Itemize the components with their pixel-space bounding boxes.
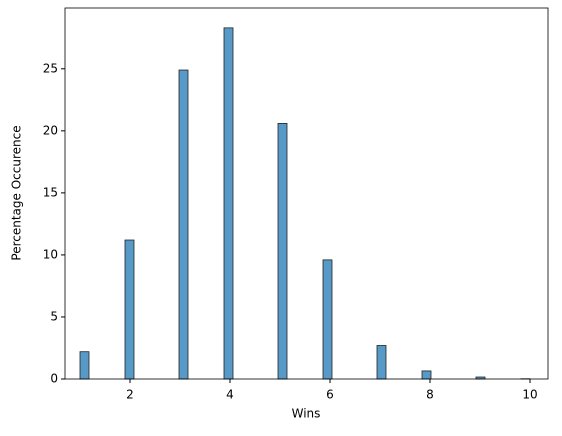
- bar: [125, 240, 134, 379]
- x-tick-label: 8: [426, 388, 434, 402]
- bar: [224, 28, 233, 379]
- y-axis-label: Percentage Occurence: [10, 125, 24, 260]
- plot-frame: [65, 8, 548, 379]
- bar: [179, 70, 188, 379]
- y-tick-label: 0: [50, 372, 58, 386]
- bar: [80, 352, 89, 379]
- x-tick-label: 4: [226, 388, 234, 402]
- x-tick-label: 6: [326, 388, 334, 402]
- x-tick-label: 10: [522, 388, 537, 402]
- bar: [422, 371, 431, 379]
- x-tick-label: 2: [126, 388, 134, 402]
- bar: [323, 260, 332, 379]
- y-tick-label: 25: [43, 61, 58, 75]
- bar: [278, 123, 287, 379]
- y-tick-label: 15: [43, 185, 58, 199]
- y-tick-label: 10: [43, 247, 58, 261]
- y-tick-label: 5: [50, 309, 58, 323]
- x-axis-label: Wins: [292, 407, 321, 421]
- y-tick-label: 20: [43, 123, 58, 137]
- bar: [377, 345, 386, 379]
